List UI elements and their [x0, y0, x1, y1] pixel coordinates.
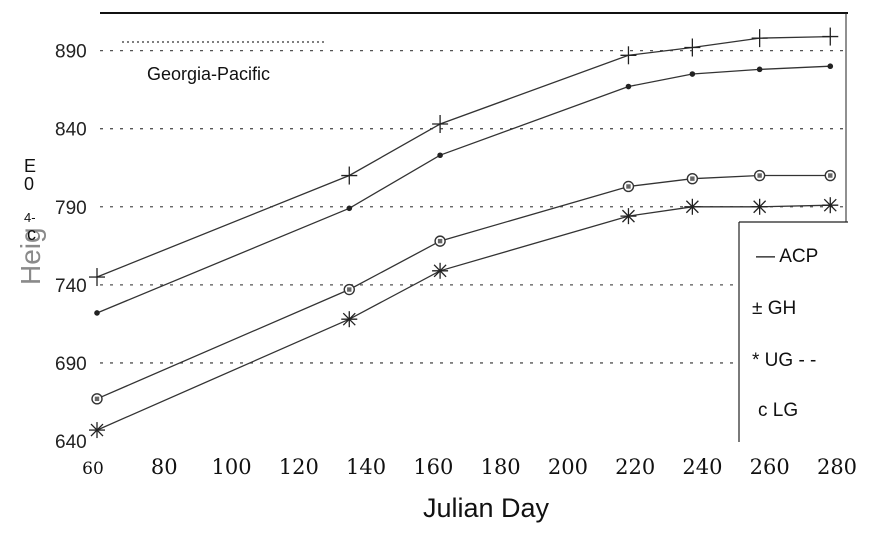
data-point	[432, 262, 449, 279]
data-point	[684, 38, 701, 57]
y-axis-label-fragment-e: E	[24, 156, 36, 176]
x-tick-label: 140	[346, 455, 386, 479]
legend: — ACP ± GH * UG - - c LG	[738, 221, 859, 447]
data-point	[824, 169, 836, 182]
x-axis-label: Julian Day	[423, 493, 550, 523]
x-tick-label: 100	[211, 455, 251, 479]
series-line	[96, 174, 831, 400]
data-point	[822, 197, 839, 214]
data-point	[89, 268, 105, 287]
y-axis-label-fragment-4: 4-	[24, 210, 36, 225]
y-tick-label: 640	[55, 432, 87, 453]
y-tick-label: 690	[55, 354, 87, 375]
data-point	[341, 311, 358, 328]
y-tick-label: 840	[55, 120, 87, 141]
series-line	[96, 65, 831, 314]
chart-subtitle: Georgia-Pacific	[147, 64, 270, 84]
data-point	[756, 66, 763, 73]
data-point	[689, 71, 696, 77]
data-point	[343, 283, 355, 296]
y-axis-label-fragment-c: c	[27, 224, 36, 244]
data-point	[625, 83, 632, 90]
data-point	[94, 310, 100, 316]
data-point	[822, 27, 839, 46]
y-tick-label: 740	[55, 276, 87, 297]
y-axis-label-fragment-0: 0	[24, 174, 34, 194]
x-tick-label: 80	[151, 455, 178, 479]
y-tick-label: 790	[55, 198, 87, 219]
series-lg	[89, 197, 839, 439]
x-tick-label: 60	[82, 459, 104, 479]
data-series	[89, 27, 839, 439]
x-tick-label: 160	[413, 455, 453, 479]
x-tick-label: 260	[750, 455, 790, 479]
data-point	[686, 172, 699, 185]
data-point	[437, 152, 443, 159]
series-line	[96, 204, 831, 431]
x-axis-ticks: 60 80 100 120 140 160 180 200 220 240 260 280	[82, 455, 857, 479]
legend-entry-ug: * UG - -	[752, 350, 816, 371]
x-tick-label: 200	[548, 455, 588, 479]
x-tick-label: 120	[279, 455, 319, 479]
legend-entry-acp: — ACP	[756, 246, 818, 267]
data-point	[827, 63, 834, 70]
x-tick-label: 240	[682, 455, 722, 479]
data-point	[753, 169, 766, 182]
data-point	[341, 166, 358, 185]
data-point	[622, 180, 635, 193]
series-acp	[89, 27, 839, 287]
data-point	[91, 393, 103, 405]
x-tick-label: 280	[817, 455, 857, 479]
data-point	[89, 422, 105, 439]
data-point	[434, 235, 446, 247]
legend-box	[739, 222, 859, 447]
data-point	[432, 115, 449, 134]
series-gh	[94, 63, 834, 316]
y-tick-label: 890	[55, 42, 87, 63]
data-point	[620, 208, 637, 225]
y-axis-label: Heig	[15, 227, 46, 285]
data-point	[346, 205, 353, 212]
x-tick-label: 180	[481, 455, 521, 479]
data-point	[751, 29, 768, 48]
data-point	[684, 198, 701, 215]
x-tick-label: 220	[615, 455, 655, 479]
legend-entry-lg: c LG	[758, 400, 798, 421]
series-ug	[91, 169, 836, 405]
y-axis-ticks: 640 690 740 790 840 890	[55, 42, 87, 453]
data-point	[751, 198, 768, 215]
legend-entry-gh: ± GH	[752, 298, 796, 319]
data-point	[620, 46, 637, 65]
